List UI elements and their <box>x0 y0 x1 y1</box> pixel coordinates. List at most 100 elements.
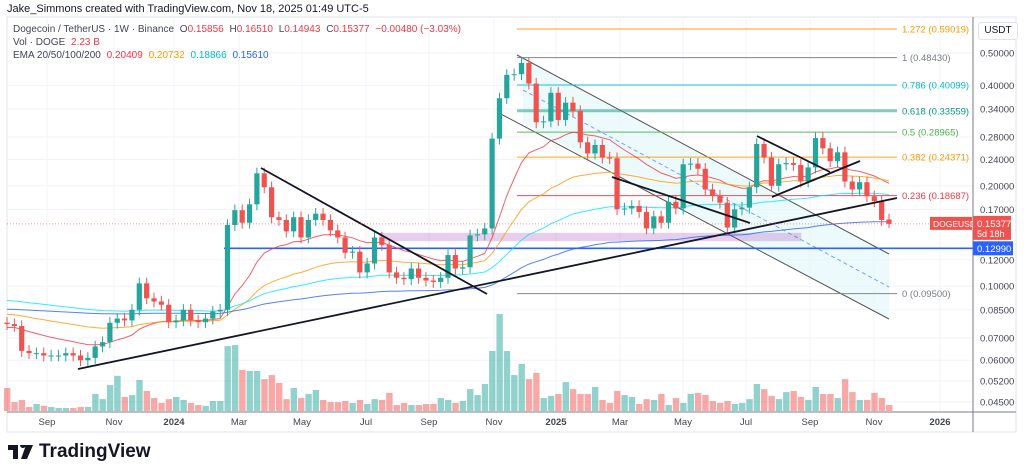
support-price-tag <box>973 241 1013 256</box>
volume-bar <box>334 402 342 411</box>
volume-bar <box>400 402 408 411</box>
demand-zone <box>378 232 802 242</box>
volume-bar <box>878 398 886 411</box>
candle-body <box>166 304 172 323</box>
candle-body <box>768 157 774 186</box>
candle-body <box>423 277 429 281</box>
candle-body <box>695 163 701 169</box>
price-tick-label: 0.06000 <box>980 356 1014 367</box>
price-tick-label: 0.04500 <box>980 397 1014 408</box>
candle-body <box>217 309 223 312</box>
candle-body <box>393 272 400 278</box>
open-label: O <box>179 24 188 35</box>
candle-body <box>77 355 84 361</box>
volume-bar <box>687 393 694 411</box>
volume-bar <box>783 392 790 411</box>
volume-bar <box>246 371 253 411</box>
volume-bar <box>467 389 474 411</box>
close-value: 0.15377 <box>333 24 370 35</box>
volume-bar <box>672 398 680 411</box>
volume-bar <box>378 399 386 411</box>
last-price-label: 0.15377 <box>977 219 1011 230</box>
candle-body <box>4 322 10 325</box>
candle-body <box>85 357 91 361</box>
volume-bar <box>40 405 48 411</box>
volume-bar <box>753 383 761 411</box>
candle-body <box>313 213 319 220</box>
price-tick-label: 0.28000 <box>980 133 1014 144</box>
candle-body <box>70 353 76 356</box>
candle-body <box>136 283 142 310</box>
volume-value: 2.23 B <box>71 37 100 48</box>
volume-bar <box>224 346 231 411</box>
chart-frame <box>6 16 1017 433</box>
volume-bar <box>92 393 99 411</box>
volume-label[interactable]: Vol · DOGE <box>13 37 66 48</box>
volume-bar <box>327 402 334 411</box>
time-tick-label: Jul <box>360 417 372 428</box>
time-tick-label: Mar <box>612 417 628 428</box>
volume-bar <box>445 399 452 411</box>
volume-bar <box>503 351 511 411</box>
close-label: C <box>326 24 334 35</box>
candle-body <box>195 320 201 323</box>
candle-body <box>680 164 686 209</box>
local-resistance-line <box>611 176 751 224</box>
volume-bar <box>48 406 55 411</box>
candle-body <box>386 244 392 273</box>
volume-bar <box>77 406 84 411</box>
candle-body <box>857 182 863 190</box>
tradingview-logo[interactable]: TradingView <box>8 441 151 463</box>
fib-level-label: 0.5 (0.28965) <box>902 128 959 139</box>
candle-body <box>239 210 245 223</box>
candle-body <box>364 263 370 273</box>
candle-body <box>687 163 694 165</box>
volume-bar <box>739 402 746 411</box>
time-tick-label: Nov <box>486 417 503 428</box>
candle-body <box>526 62 532 84</box>
candle-body <box>776 164 782 186</box>
candle-body <box>658 216 664 223</box>
symbol-name[interactable]: Dogecoin / TetherUS · 1W · Binance <box>13 24 175 35</box>
volume-bar <box>283 399 290 411</box>
candle-body <box>408 268 414 280</box>
volume-bar <box>4 388 11 411</box>
candle-body <box>180 309 186 321</box>
volume-bar <box>393 405 400 411</box>
candle-body <box>430 280 436 282</box>
price-tick-label: 0.50000 <box>980 49 1014 60</box>
ascending-trendline <box>77 197 898 370</box>
candle-body <box>827 148 833 162</box>
currency-unit-button[interactable]: USDT <box>978 22 1018 40</box>
candle-body <box>151 298 157 302</box>
candle-body <box>540 121 547 123</box>
change-value: −0.00480 (−3.03%) <box>375 24 461 35</box>
time-tick-label: Sep <box>39 417 56 428</box>
candle-body <box>379 237 385 245</box>
volume-bar <box>195 405 202 411</box>
volume-bar <box>562 382 569 411</box>
candle-body <box>342 237 348 253</box>
volume-bar <box>349 402 356 411</box>
price-tick-label: 0.34000 <box>980 104 1014 115</box>
volume-bar <box>731 403 739 411</box>
volume-bar <box>827 393 834 411</box>
candle-body <box>210 311 216 319</box>
volume-bar <box>702 395 709 411</box>
volume-bar <box>761 389 768 411</box>
candle-body <box>173 320 179 323</box>
candle-body <box>158 301 164 305</box>
tradingview-logo-icon <box>8 445 33 459</box>
volume-bar <box>819 393 827 411</box>
ema-label[interactable]: EMA 20/50/100/200 <box>13 50 101 61</box>
volume-bar <box>768 395 775 411</box>
candle-body <box>460 267 466 269</box>
volume-bar <box>805 399 812 411</box>
candle-body <box>805 167 811 182</box>
candle-body <box>188 309 194 321</box>
candle-body <box>592 145 598 154</box>
candle-body <box>107 322 113 343</box>
channel-median-line <box>522 89 890 288</box>
ema-legend: EMA 20/50/100/200 0.20409 0.20732 0.1886… <box>13 50 272 61</box>
